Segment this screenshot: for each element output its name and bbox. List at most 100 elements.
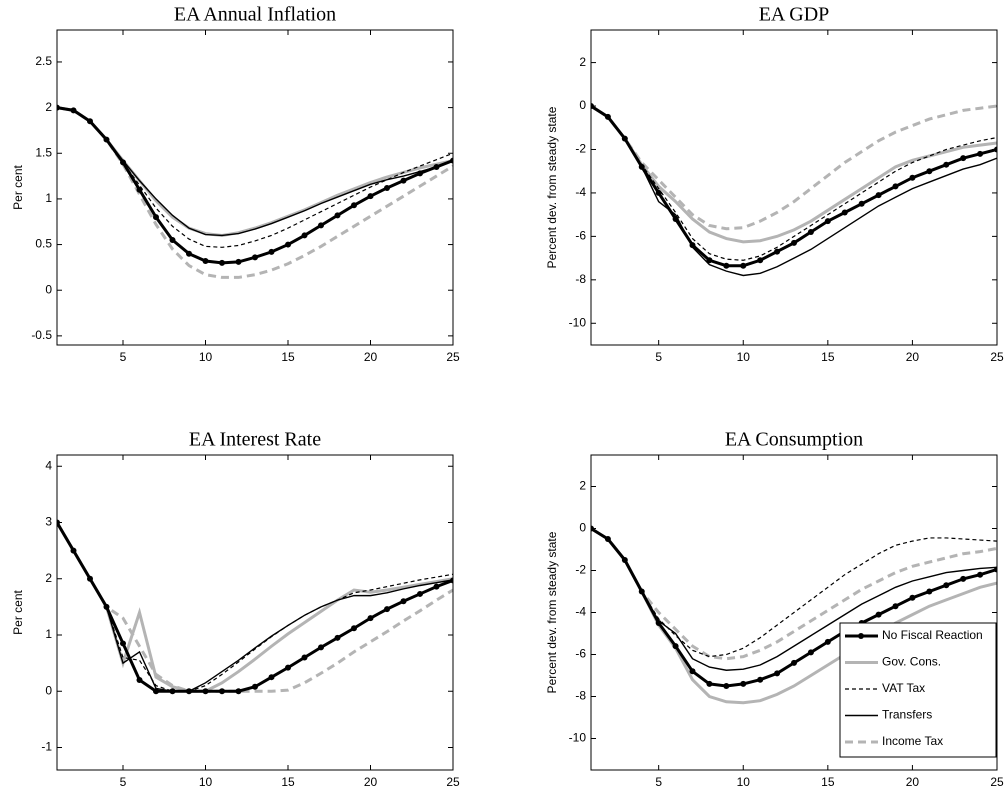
x-tick-label: 5 <box>120 775 127 789</box>
data-point <box>807 229 814 236</box>
x-tick-label: 25 <box>990 775 1004 789</box>
data-point <box>591 525 594 532</box>
x-tick-label: 25 <box>446 775 460 789</box>
chart-title: EA Consumption <box>725 429 863 451</box>
data-point <box>841 209 848 216</box>
data-point <box>219 688 225 695</box>
data-point <box>943 582 950 589</box>
plot <box>57 519 453 695</box>
x-tick-label: 15 <box>281 775 295 789</box>
y-tick-label: -4 <box>575 605 586 619</box>
legend-marker <box>858 633 864 639</box>
data-point <box>57 104 60 111</box>
data-point <box>655 189 662 196</box>
x-tick-label: 25 <box>446 350 460 364</box>
data-point <box>433 583 440 590</box>
y-tick-label: 1 <box>45 191 52 205</box>
x-tick-label: 15 <box>281 350 295 364</box>
y-axis-label: Percent dev. from steady state <box>545 106 559 268</box>
data-point <box>706 680 713 687</box>
y-tick-label: 2 <box>45 571 52 585</box>
series-line <box>591 104 997 244</box>
chart-title: EA GDP <box>759 4 830 26</box>
data-point <box>334 634 341 641</box>
y-tick-label: 0 <box>45 282 52 296</box>
data-point <box>120 159 126 166</box>
x-tick-label: 5 <box>120 350 127 364</box>
data-point <box>621 557 628 563</box>
data-point <box>994 146 997 153</box>
panel: EA GDP Percent dev. from steady state -10 -… <box>545 4 1004 365</box>
data-point <box>103 136 110 143</box>
data-point <box>103 603 110 610</box>
panel: EA Consumption Percent dev. from steady s… <box>545 429 1004 790</box>
data-point <box>433 163 440 170</box>
data-point <box>655 620 662 626</box>
x-tick-label: 20 <box>364 350 378 364</box>
data-point <box>638 588 645 595</box>
legend-label: VAT Tax <box>882 681 925 695</box>
data-point <box>169 237 176 243</box>
data-point <box>301 232 308 239</box>
data-point <box>285 664 291 671</box>
plot <box>57 104 453 279</box>
data-point <box>757 257 764 264</box>
data-point <box>400 177 407 184</box>
y-tick-label: 1 <box>45 627 52 641</box>
data-point <box>909 594 916 601</box>
data-point <box>875 611 882 618</box>
data-point <box>202 688 209 695</box>
data-point <box>977 150 984 157</box>
y-tick-label: -6 <box>575 647 586 661</box>
x-tick-label: 10 <box>199 775 213 789</box>
data-point <box>136 677 143 683</box>
x-tick-label: 10 <box>199 350 213 364</box>
series-line <box>57 106 453 279</box>
data-point <box>591 103 594 110</box>
data-point <box>87 118 93 125</box>
data-point <box>960 575 967 582</box>
data-point <box>169 688 176 695</box>
data-point <box>638 163 645 170</box>
data-point <box>367 193 374 200</box>
plot <box>591 525 997 705</box>
data-point <box>824 218 831 225</box>
y-axis-label: Per cent <box>11 589 25 634</box>
series-line <box>57 106 453 237</box>
data-point <box>351 625 357 632</box>
y-tick-label: -0.5 <box>31 328 52 342</box>
data-point <box>774 248 781 255</box>
series-line <box>591 105 997 277</box>
data-point <box>57 519 60 526</box>
data-point <box>235 688 242 695</box>
data-point <box>367 615 374 622</box>
x-tick-label: 5 <box>655 775 662 789</box>
data-point <box>384 184 390 191</box>
legend-box <box>839 622 997 758</box>
data-point <box>219 259 225 266</box>
x-tick-label: 20 <box>906 775 920 789</box>
data-point <box>186 688 192 695</box>
data-point <box>943 161 950 168</box>
data-point <box>70 547 77 554</box>
x-tick-label: 20 <box>364 775 378 789</box>
series-line <box>591 104 997 231</box>
data-point <box>417 590 423 597</box>
x-tick-label: 5 <box>655 350 662 364</box>
plot-frame <box>56 454 454 771</box>
series-line <box>591 527 997 658</box>
data-point <box>318 644 324 651</box>
y-tick-label: 0 <box>579 521 586 535</box>
y-tick-label: -8 <box>575 272 586 286</box>
y-tick-label: 2 <box>579 55 586 69</box>
data-point <box>926 168 933 175</box>
y-tick-label: 3 <box>45 515 52 529</box>
series-line <box>57 106 453 265</box>
data-point <box>186 250 192 257</box>
data-point <box>136 186 143 193</box>
data-point <box>807 649 814 656</box>
data-point <box>791 239 797 246</box>
y-tick-label: -2 <box>575 142 586 156</box>
x-tick-label: 10 <box>737 775 751 789</box>
